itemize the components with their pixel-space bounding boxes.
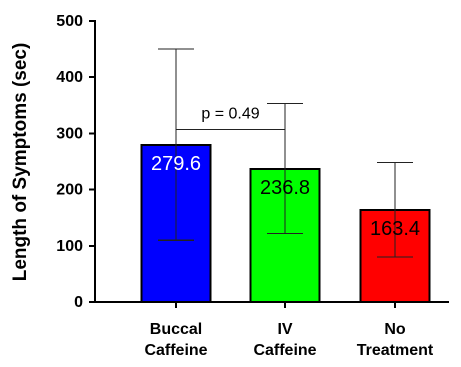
y-tick-label: 500 — [56, 13, 83, 30]
y-tick-label: 400 — [56, 69, 83, 86]
data-label: 236.8 — [260, 177, 310, 199]
x-tick-label: No — [384, 321, 406, 338]
labels: 279.6 236.8 163.4 — [151, 153, 420, 240]
y-axis-title: Length of Symptoms (sec) — [10, 43, 31, 282]
annotations: p = 0.49 — [175, 105, 286, 140]
x-tick-label: Caffeine — [253, 342, 316, 359]
y-tick-label: 100 — [56, 238, 83, 255]
error-bars — [158, 48, 413, 258]
x-tick-label: IV — [277, 321, 292, 338]
data-label: 163.4 — [370, 218, 420, 240]
x-tick-label: Buccal — [150, 321, 202, 338]
y-tick-label: 0 — [74, 294, 83, 311]
axes: 0 100 200 300 400 500 Length of Symptoms (sec)… — [10, 13, 449, 359]
x-tick-label: Treatment — [357, 342, 434, 359]
y-tick-label: 200 — [56, 182, 83, 199]
y-tick-label: 300 — [56, 125, 83, 142]
x-tick-label: Caffeine — [144, 342, 207, 359]
p-value-annotation: p = 0.49 — [201, 105, 259, 122]
data-label: 279.6 — [151, 153, 201, 175]
